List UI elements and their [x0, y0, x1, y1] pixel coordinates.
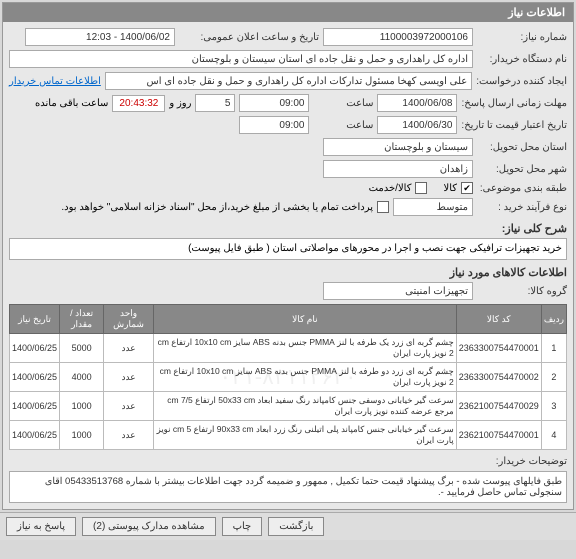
cell-qty: 4000 [60, 363, 104, 392]
price-date: 1400/06/30 [377, 116, 457, 134]
city-field: زاهدان [323, 160, 473, 178]
service-label: کالا/خدمت [369, 183, 412, 194]
buyer-field: اداره کل راهداری و حمل و نقل جاده ای است… [9, 50, 473, 68]
day-word: روز و [169, 98, 191, 109]
deadline-date: 1400/06/08 [377, 94, 457, 112]
process-field: متوسط [393, 198, 473, 216]
cell-qty: 5000 [60, 334, 104, 363]
print-button[interactable]: چاپ [222, 517, 263, 536]
explain-label: توضیحات خریدار: [477, 456, 567, 467]
need-no-label: شماره نیاز: [477, 32, 567, 43]
cell-name: سرعت گیر خیابانی جنس کامپاند پلی اتیلنی … [153, 421, 456, 450]
remain-label: ساعت باقی مانده [35, 98, 108, 109]
cell-code: 2363300754470002 [456, 363, 541, 392]
cell-date: 1400/06/25 [10, 392, 60, 421]
cell-name: چشم گربه ای زرد دو طرفه با لنز PMMA جنس … [153, 363, 456, 392]
cell-unit: عدد [104, 392, 154, 421]
process-label: نوع فرآیند خرید : [477, 202, 567, 213]
hour-label-1: ساعت [313, 98, 373, 109]
creator-label: ایجاد کننده درخواست: [476, 76, 567, 87]
kala-label: کالا [443, 183, 457, 194]
days-remaining: 5 [195, 94, 235, 112]
cell-unit: عدد [104, 421, 154, 450]
items-header: اطلاعات کالاهای مورد نیاز [9, 266, 567, 279]
cell-unit: عدد [104, 363, 154, 392]
cell-name: سرعت گیر خیابانی دوسفی جنس کامپاند رنگ س… [153, 392, 456, 421]
table-row[interactable]: 12363300754470001چشم گربه ای زرد یک طرفه… [10, 334, 567, 363]
cell-code: 2362100754470029 [456, 392, 541, 421]
need-desc-title: شرح کلی نیاز: [9, 222, 567, 235]
cell-n: 2 [541, 363, 566, 392]
deadline-label: مهلت زمانی ارسال پاسخ: [461, 98, 567, 109]
explain-text: طبق فایلهای پیوست شده - برگ پیشنهاد قیمت… [9, 471, 567, 503]
pub-time-field: 1400/06/02 - 12:03 [25, 28, 175, 46]
reply-button[interactable]: پاسخ به نیاز [6, 517, 76, 536]
partial-pay-label: پرداخت تمام یا بخشی از مبلغ خرید،از محل … [61, 202, 373, 213]
table-row[interactable]: 32362100754470029سرعت گیر خیابانی دوسفی … [10, 392, 567, 421]
cell-code: 2362100754470001 [456, 421, 541, 450]
contact-link[interactable]: اطلاعات تماس خریدار [9, 76, 101, 87]
cell-name: چشم گربه ای زرد یک طرفه با لنز PMMA جنس … [153, 334, 456, 363]
table-row[interactable]: 42362100754470001سرعت گیر خیابانی جنس کا… [10, 421, 567, 450]
partial-pay-checkbox[interactable] [377, 201, 389, 213]
group-label: گروه کالا: [477, 286, 567, 297]
creator-field: علی اویسی کهخا مسئول تدارکات اداره کل را… [105, 72, 472, 90]
cell-qty: 1000 [60, 421, 104, 450]
footer-bar: بازگشت چاپ مشاهده مدارک پیوستی (2) پاسخ … [0, 512, 576, 540]
col-qty: تعداد / مقدار [60, 305, 104, 334]
city-label: شهر محل تحویل: [477, 164, 567, 175]
cell-unit: عدد [104, 334, 154, 363]
province-label: استان محل تحویل: [477, 142, 567, 153]
panel-title: اطلاعات نیاز [3, 3, 573, 22]
price-valid-label: تاریخ اعتبار قیمت تا تاریخ: [461, 120, 567, 131]
pub-time-label: تاریخ و ساعت اعلان عمومی: [179, 32, 319, 43]
col-name: نام کالا [153, 305, 456, 334]
hour-label-2: ساعت [313, 120, 373, 131]
table-row[interactable]: 22363300754470002چشم گربه ای زرد دو طرفه… [10, 363, 567, 392]
col-code: کد کالا [456, 305, 541, 334]
col-unit: واحد شمارش [104, 305, 154, 334]
items-table-wrap: ردیف کد کالا نام کالا واحد شمارش تعداد /… [9, 304, 567, 450]
close-button[interactable]: بازگشت [268, 517, 324, 536]
price-hour: 09:00 [239, 116, 309, 134]
need-desc-text: خرید تجهیزات ترافیکی جهت نصب و اجرا در م… [9, 238, 567, 260]
subject-class-label: طبقه بندی موضوعی: [477, 183, 567, 194]
cell-code: 2363300754470001 [456, 334, 541, 363]
cell-n: 3 [541, 392, 566, 421]
countdown-timer: 20:43:32 [112, 95, 165, 112]
cell-n: 4 [541, 421, 566, 450]
attachments-button[interactable]: مشاهده مدارک پیوستی (2) [82, 517, 216, 536]
need-no-field: 1100003972000106 [323, 28, 473, 46]
kala-checkbox[interactable] [461, 182, 473, 194]
cell-date: 1400/06/25 [10, 421, 60, 450]
cell-n: 1 [541, 334, 566, 363]
col-date: تاریخ نیاز [10, 305, 60, 334]
col-row: ردیف [541, 305, 566, 334]
province-field: سیستان و بلوچستان [323, 138, 473, 156]
service-checkbox[interactable] [415, 182, 427, 194]
cell-date: 1400/06/25 [10, 363, 60, 392]
cell-date: 1400/06/25 [10, 334, 60, 363]
items-table: ردیف کد کالا نام کالا واحد شمارش تعداد /… [9, 304, 567, 450]
need-info-panel: اطلاعات نیاز شماره نیاز: 110000397200010… [2, 2, 574, 510]
deadline-hour: 09:00 [239, 94, 309, 112]
panel-body: شماره نیاز: 1100003972000106 تاریخ و ساع… [3, 22, 573, 509]
group-field: تجهیزات امنیتی [323, 282, 473, 300]
buyer-label: نام دستگاه خریدار: [477, 54, 567, 65]
cell-qty: 1000 [60, 392, 104, 421]
